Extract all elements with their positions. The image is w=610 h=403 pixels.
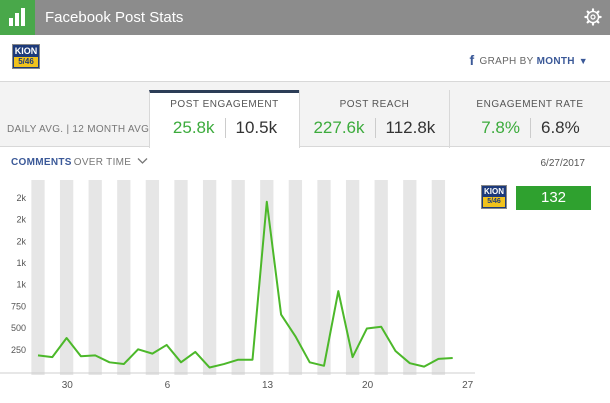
tab-post-engagement[interactable]: POST ENGAGEMENT 25.8k 10.5k: [149, 90, 299, 148]
grid-band: [431, 180, 446, 375]
metric-name[interactable]: COMMENTS: [11, 157, 72, 168]
graph-by-selector[interactable]: f GRAPH BY MONTH ▼: [470, 52, 588, 68]
logo-text-top: KION: [484, 187, 504, 196]
tab-engagement-rate[interactable]: ENGAGEMENT RATE 7.8% 6.8%: [449, 90, 610, 148]
metric-selector[interactable]: COMMENTS OVER TIME: [11, 157, 148, 168]
grid-band: [88, 180, 102, 375]
grid-band: [174, 180, 188, 375]
logo-text-top: KION: [14, 46, 38, 56]
grid-band: [231, 180, 245, 375]
tab-label: ENGAGEMENT RATE: [476, 99, 584, 110]
title-bar: Facebook Post Stats: [0, 0, 610, 35]
logo-text-bottom: 5/46: [483, 197, 505, 207]
window-title: Facebook Post Stats: [45, 9, 184, 26]
graph-by-label: GRAPH BY: [479, 56, 534, 67]
grid-band: [31, 180, 45, 375]
station-logo: KION 5/46: [12, 44, 40, 69]
grid-band: [288, 180, 303, 375]
x-tick-label: 20: [362, 380, 374, 391]
grid-band: [317, 180, 331, 375]
stats-tabs-bar: DAILY AVG. | 12 MONTH AVG. POST ENGAGEME…: [0, 81, 610, 148]
series-line: [37, 200, 453, 369]
x-tick-label: 6: [165, 380, 171, 391]
y-tick-label: 1k: [16, 258, 26, 268]
logo-text-bottom: 5/46: [14, 57, 38, 67]
y-tick-label: 2k: [16, 215, 26, 225]
chevron-down-icon[interactable]: ▼: [578, 56, 588, 66]
grid-band: [117, 180, 131, 375]
grid-band: [202, 180, 217, 375]
avg-row-label: DAILY AVG. | 12 MONTH AVG.: [7, 124, 153, 135]
comments-line-chart: 250 500 750 1k 1k 2k 2k 2k 30 6 13 20 27: [0, 180, 475, 391]
monthly-avg-value: 112.8k: [374, 118, 450, 138]
tab-label: POST REACH: [339, 99, 410, 110]
x-tick-label: 13: [262, 380, 274, 391]
tab-post-reach[interactable]: POST REACH 227.6k 112.8k: [299, 90, 449, 148]
facebook-icon: f: [469, 52, 475, 68]
graph-by-value[interactable]: MONTH: [536, 56, 575, 67]
y-tick-label: 1k: [16, 280, 26, 290]
daily-avg-value: 227.6k: [313, 118, 365, 137]
grid-band: [59, 180, 74, 375]
y-tick-label: 2k: [16, 193, 26, 203]
page-header: KION 5/46 f GRAPH BY MONTH ▼: [0, 35, 610, 81]
bar-chart-icon: [0, 0, 35, 35]
selected-date: 6/27/2017: [540, 158, 586, 169]
tab-label: POST ENGAGEMENT: [170, 99, 279, 110]
grid-band: [345, 180, 360, 375]
monthly-avg-value: 6.8%: [530, 118, 610, 138]
grid-band: [374, 180, 388, 375]
y-tick-label: 2k: [16, 236, 26, 246]
station-logo-small: KION 5/46: [481, 185, 507, 209]
y-tick-label: 500: [11, 323, 26, 333]
grid-band: [403, 180, 417, 375]
gear-icon[interactable]: [584, 8, 602, 26]
metric-suffix: OVER TIME: [73, 157, 132, 168]
y-tick-label: 250: [11, 345, 26, 355]
x-tick-label: 27: [462, 380, 474, 391]
monthly-avg-value: 10.5k: [224, 118, 300, 138]
y-tick-label: 750: [11, 301, 26, 311]
daily-avg-value: 25.8k: [172, 118, 215, 137]
daily-avg-value: 7.8%: [481, 118, 520, 137]
comment-count-badge: 132: [516, 186, 591, 210]
grid-band: [145, 180, 160, 375]
chevron-down-icon[interactable]: [137, 157, 148, 165]
x-tick-label: 30: [62, 380, 74, 391]
